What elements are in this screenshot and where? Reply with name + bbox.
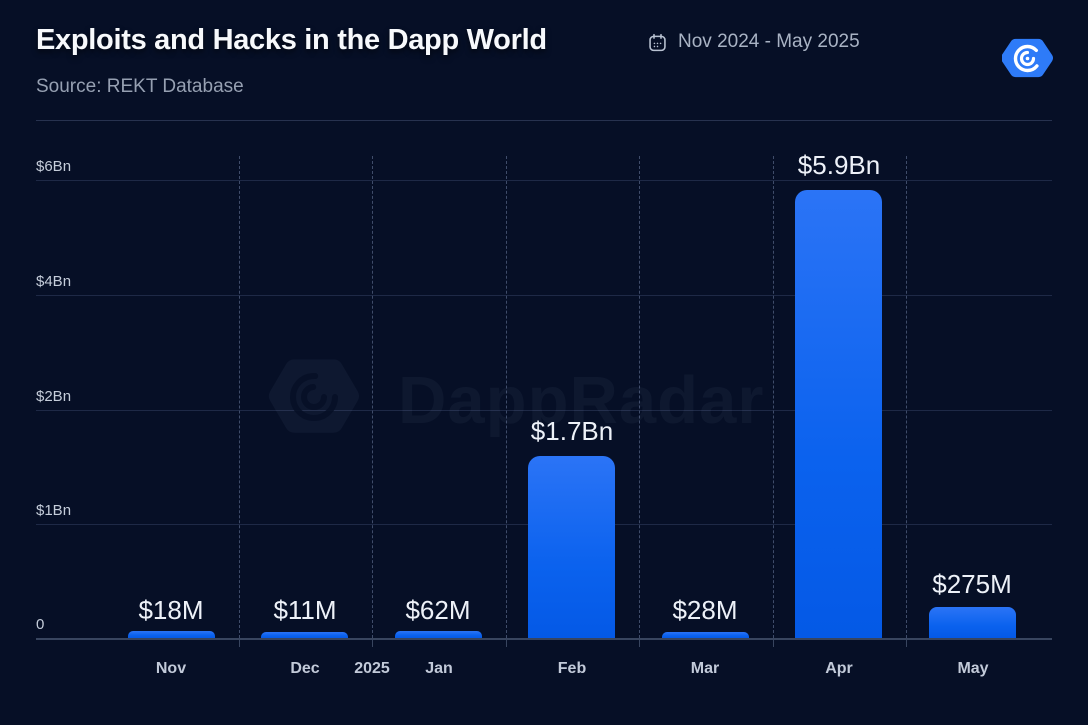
bar-value-may: $275M <box>932 569 1012 599</box>
x-label-mar: Mar <box>690 660 720 677</box>
gridline-6bn <box>36 180 1052 181</box>
bar-may[interactable] <box>929 607 1016 638</box>
bar-feb[interactable] <box>528 456 615 638</box>
month-separator <box>239 156 240 638</box>
month-separator <box>506 156 507 638</box>
y-tick-1bn: $1Bn <box>36 502 72 519</box>
calendar-icon <box>647 32 668 53</box>
y-tick-0: 0 <box>36 616 45 633</box>
month-separator <box>906 156 907 638</box>
axis-tick <box>639 640 640 647</box>
bar-apr[interactable] <box>795 190 882 638</box>
month-separator <box>773 156 774 638</box>
bar-value-jan: $62M <box>405 595 471 625</box>
axis-tick <box>372 640 373 647</box>
watermark-logo-icon <box>266 350 362 446</box>
y-tick-6bn: $6Bn <box>36 158 72 175</box>
axis-tick <box>906 640 907 647</box>
date-range-badge: Nov 2024 - May 2025 <box>647 31 860 53</box>
gridline-2bn <box>36 410 1052 411</box>
year-separator-2025 <box>372 156 373 638</box>
axis-tick <box>773 640 774 647</box>
axis-tick <box>506 640 507 647</box>
gridline-4bn <box>36 295 1052 296</box>
bar-mar[interactable] <box>662 632 749 638</box>
watermark-text: DappRadar <box>398 363 765 438</box>
bar-dec[interactable] <box>261 632 348 638</box>
y-tick-4bn: $4Bn <box>36 273 72 290</box>
month-separator <box>639 156 640 638</box>
bar-value-feb: $1.7Bn <box>530 416 614 446</box>
bar-value-dec: $11M <box>273 595 337 625</box>
x-label-nov: Nov <box>155 660 187 677</box>
y-tick-2bn: $2Bn <box>36 388 72 405</box>
x-label-2025: 2025 <box>354 660 390 677</box>
source-label: Source: REKT Database <box>36 76 244 97</box>
bar-value-apr: $5.9Bn <box>797 150 881 180</box>
dappradar-logo-icon <box>1001 33 1053 84</box>
x-label-may: May <box>957 660 989 677</box>
plot-top-border <box>36 120 1052 121</box>
bar-value-mar: $28M <box>672 595 738 625</box>
date-range-label: Nov 2024 - May 2025 <box>678 31 860 52</box>
page-title: Exploits and Hacks in the Dapp World <box>36 24 547 56</box>
x-label-feb: Feb <box>557 660 587 677</box>
bar-value-nov: $18M <box>138 595 204 625</box>
bar-jan[interactable] <box>395 631 482 638</box>
x-label-apr: Apr <box>825 660 853 677</box>
axis-tick <box>239 640 240 647</box>
x-label-jan: Jan <box>425 660 453 677</box>
x-axis-line <box>36 638 1052 640</box>
x-label-dec: Dec <box>290 660 320 677</box>
bar-nov[interactable] <box>128 631 215 638</box>
